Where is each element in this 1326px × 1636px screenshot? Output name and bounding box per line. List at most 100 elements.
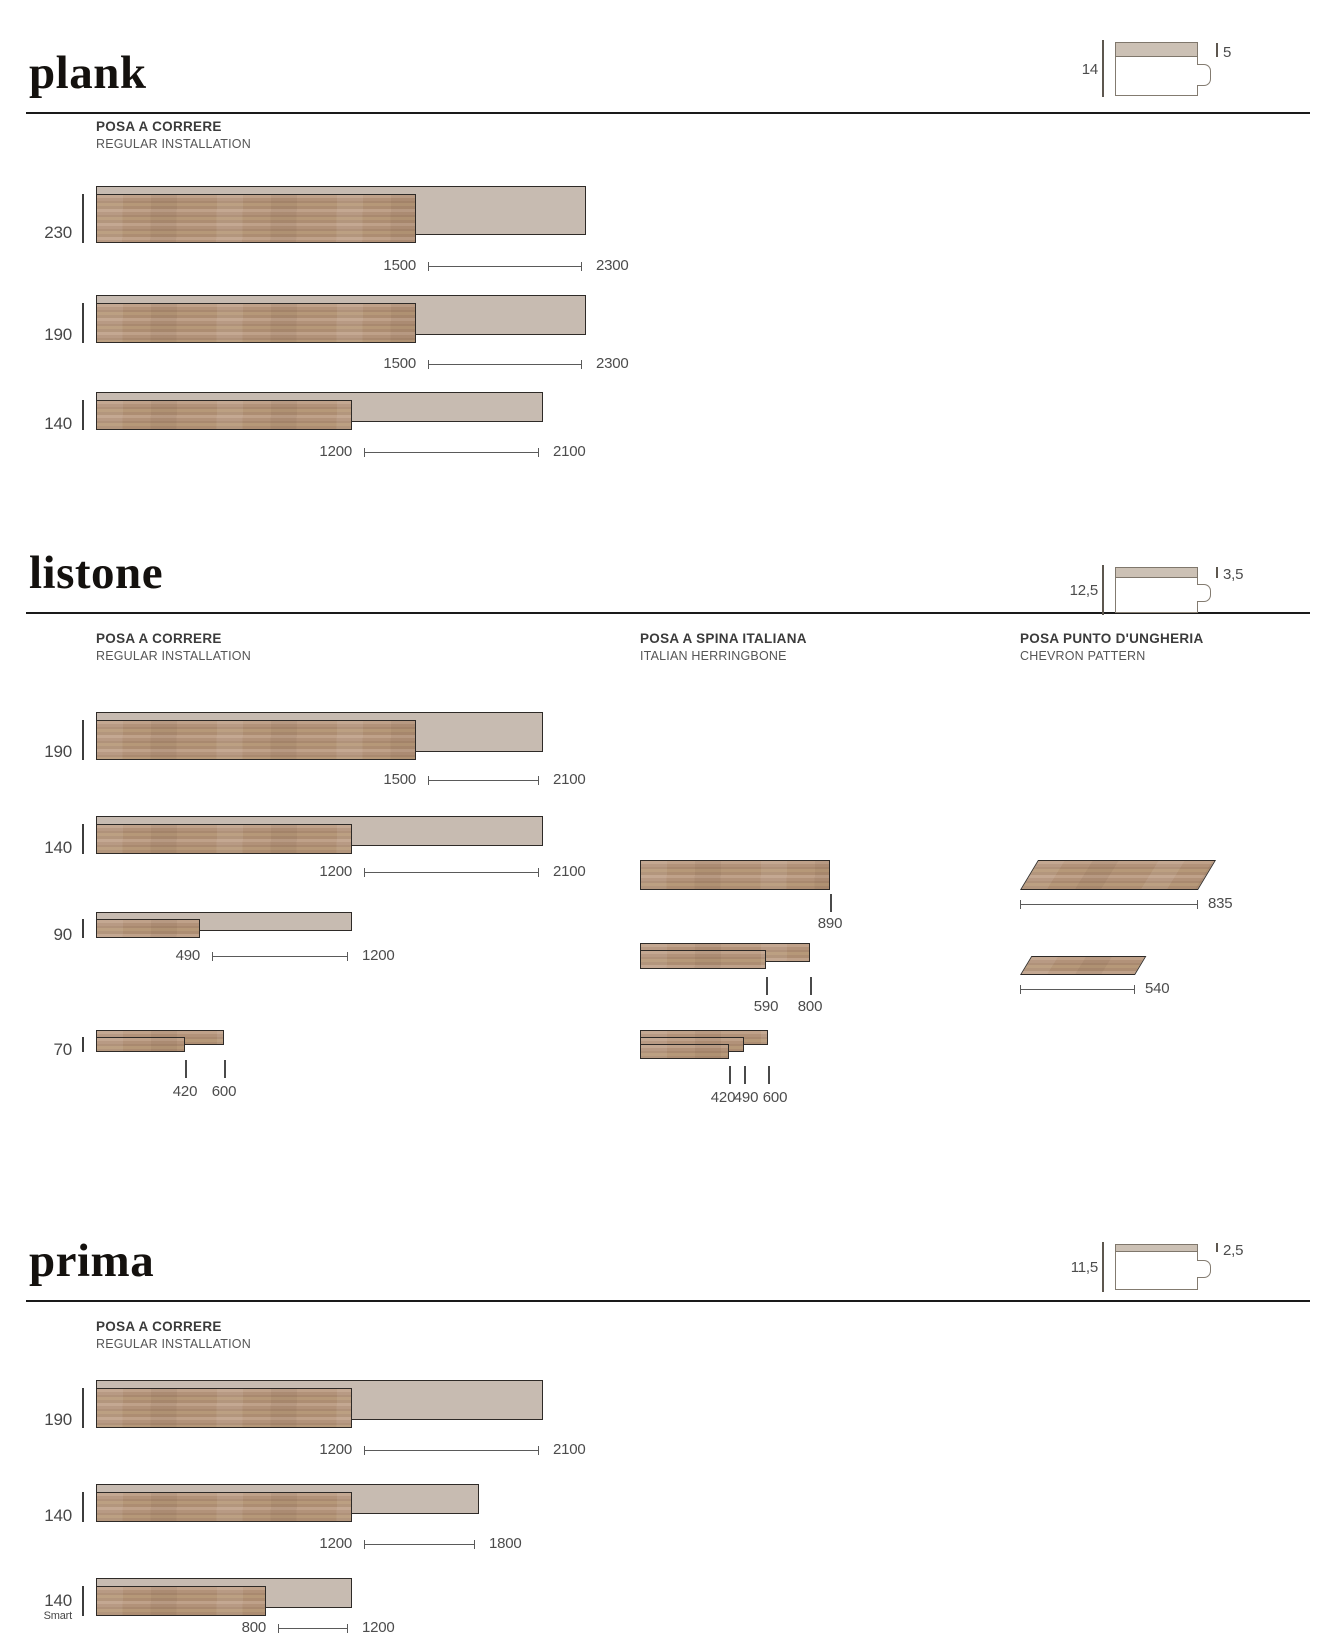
section-title-prima: prima — [29, 1235, 155, 1287]
dim-label-plank-length: 490 — [175, 947, 201, 964]
dim-label-plank-length: 1500 — [383, 257, 416, 274]
plank-cross-section — [1115, 1244, 1211, 1290]
plank-wood-rect — [96, 824, 352, 854]
plank-wood-rect — [96, 1586, 266, 1616]
row-width-label: 70 — [53, 1039, 72, 1059]
total-thickness-label: 14 — [1081, 61, 1098, 78]
dim-line — [364, 448, 539, 457]
total-thickness-label: 11,5 — [1070, 1259, 1098, 1276]
width-tick — [82, 303, 84, 343]
wear-layer-label: 2,5 — [1223, 1242, 1244, 1259]
row-width-label: 140 — [44, 838, 72, 858]
tongue-profile — [1197, 1260, 1211, 1278]
width-tick — [82, 1388, 84, 1428]
column-header-subtitle: CHEVRON PATTERN — [1020, 648, 1146, 663]
dim-label-plank-length: 1500 — [383, 355, 416, 372]
chevron-plank — [1020, 860, 1217, 890]
wear-layer-label: 5 — [1223, 44, 1232, 61]
length-tick — [766, 977, 768, 995]
length-tick — [224, 1060, 226, 1078]
chevron-plank — [1020, 956, 1147, 975]
row-width-label: 230 — [44, 223, 72, 243]
width-tick — [82, 1492, 84, 1522]
width-tick — [82, 400, 84, 430]
length-label: 600 — [762, 1089, 788, 1106]
column-header: POSA A CORRERE REGULAR INSTALLATION — [96, 631, 251, 664]
dim-label-total-length: 2100 — [553, 1441, 586, 1458]
row-width-sublabel: Smart — [43, 1610, 73, 1623]
dim-label-plank-length: 800 — [241, 1619, 267, 1636]
row-width-label: 140 — [44, 414, 72, 434]
column-header-title: POSA A CORRERE — [96, 119, 222, 134]
length-tick — [810, 977, 812, 995]
plank-cross-section — [1115, 42, 1211, 96]
plank-wood-rect — [96, 720, 416, 760]
total-thickness-label: 12,5 — [1069, 582, 1099, 599]
section-rule — [26, 1300, 1310, 1302]
length-tick — [830, 894, 832, 912]
thickness-dim-line — [1102, 1242, 1104, 1292]
plank-wood-rect — [96, 1388, 352, 1428]
wear-layer-label: 3,5 — [1223, 566, 1244, 583]
thickness-profile-prima: 11,5 2,5 — [1020, 1242, 1260, 1302]
dim-label-total-length: 2300 — [596, 257, 629, 274]
length-label: 420 — [710, 1089, 736, 1106]
wear-layer — [1115, 42, 1198, 57]
chevron-length-label: 835 — [1208, 895, 1233, 912]
length-tick — [185, 1060, 187, 1078]
dim-label-total-length: 1200 — [362, 947, 395, 964]
row-width-label: 190 — [44, 742, 72, 762]
stack-plank — [640, 1044, 729, 1059]
dim-line — [364, 868, 539, 877]
thickness-dim-line — [1102, 565, 1104, 615]
chevron-length-label: 540 — [1145, 980, 1170, 997]
section-rule — [26, 112, 1310, 114]
row-width-label: 90 — [53, 924, 72, 944]
width-tick — [82, 824, 84, 854]
dim-label-plank-length: 1200 — [319, 863, 352, 880]
length-label: 800 — [797, 998, 823, 1015]
column-header: POSA A CORRERE REGULAR INSTALLATION — [96, 1319, 251, 1352]
dim-label-total-length: 1800 — [489, 1535, 522, 1552]
wear-layer — [1115, 567, 1198, 578]
dim-label-total-length: 1200 — [362, 1619, 395, 1636]
plank-wood-rect — [96, 919, 200, 938]
wear-dim-tick — [1216, 1243, 1218, 1252]
dim-label-plank-length: 1200 — [319, 443, 352, 460]
dim-label-total-length: 2100 — [553, 771, 586, 788]
chevron-dim-line — [1020, 985, 1135, 994]
dim-line — [364, 1446, 539, 1455]
dim-line — [428, 262, 582, 271]
width-tick — [82, 1586, 84, 1616]
column-header: POSA A SPINA ITALIANA ITALIAN HERRINGBON… — [640, 631, 807, 664]
thickness-profile-plank: 14 5 — [1020, 38, 1260, 104]
length-label: 890 — [817, 915, 843, 932]
width-tick — [82, 194, 84, 243]
length-label: 420 — [172, 1083, 198, 1100]
dim-label-plank-length: 1200 — [319, 1535, 352, 1552]
column-header-title: POSA A CORRERE — [96, 1319, 222, 1334]
plank-wood-rect — [96, 1492, 352, 1522]
width-tick — [82, 720, 84, 760]
section-rule — [26, 612, 1310, 614]
stack-plank — [96, 1037, 185, 1052]
column-header: POSA PUNTO D'UNGHERIA CHEVRON PATTERN — [1020, 631, 1204, 664]
dim-label-total-length: 2300 — [596, 355, 629, 372]
wear-dim-tick — [1216, 567, 1218, 578]
length-label: 590 — [753, 998, 779, 1015]
column-header-subtitle: REGULAR INSTALLATION — [96, 136, 251, 151]
section-title-plank: plank — [29, 47, 147, 99]
wear-dim-tick — [1216, 43, 1218, 57]
dim-line — [364, 1540, 475, 1549]
plank-cross-section — [1115, 567, 1211, 613]
tongue-profile — [1197, 64, 1211, 86]
length-tick — [768, 1066, 770, 1084]
column-header-title: POSA A CORRERE — [96, 631, 222, 646]
dim-label-total-length: 2100 — [553, 863, 586, 880]
length-label: 490 — [733, 1089, 759, 1106]
column-header-subtitle: REGULAR INSTALLATION — [96, 1336, 251, 1351]
column-header-subtitle: ITALIAN HERRINGBONE — [640, 648, 787, 663]
chevron-dim-line — [1020, 900, 1198, 909]
length-tick — [744, 1066, 746, 1084]
